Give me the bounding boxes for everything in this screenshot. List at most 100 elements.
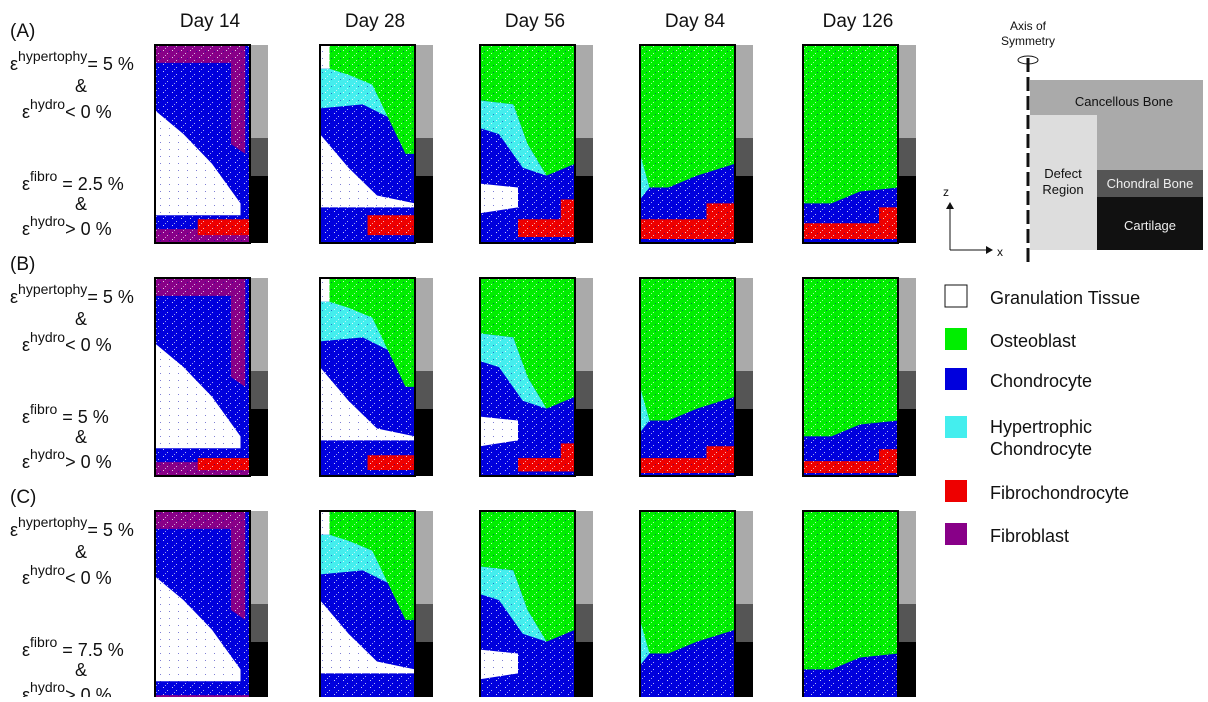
speckle	[803, 511, 898, 697]
region-label: Region	[1042, 182, 1083, 197]
simulation-panel	[803, 511, 916, 697]
equation: εhypertophy= 5 %	[10, 48, 134, 74]
simulation-panel	[320, 45, 433, 243]
condition: < 0 %	[65, 102, 112, 122]
axis-name: z	[943, 185, 949, 199]
condition: < 0 %	[65, 335, 112, 355]
epsilon: ε	[22, 640, 30, 660]
epsilon: ε	[22, 685, 30, 697]
legend-swatch	[945, 328, 967, 350]
strip-cartilage	[415, 176, 433, 243]
superscript: hydro	[30, 329, 65, 345]
ampersand: &	[75, 309, 87, 329]
superscript: hypertophy	[18, 514, 87, 530]
axis-arrows	[946, 202, 993, 254]
strip-chondral	[575, 371, 593, 409]
equation: εfibro = 7.5 %	[22, 634, 124, 660]
strip-cancellous	[250, 278, 268, 371]
strip-cartilage	[250, 409, 268, 476]
superscript: hydro	[30, 213, 65, 229]
simulation-panel	[155, 45, 268, 243]
strip-cartilage	[735, 642, 753, 697]
superscript: hypertophy	[18, 48, 87, 64]
superscript: hydro	[30, 679, 65, 695]
equation: &	[75, 309, 87, 329]
strip-cartilage	[415, 642, 433, 697]
equation: εhydro< 0 %	[22, 562, 112, 588]
legend-label: Granulation Tissue	[990, 288, 1140, 308]
simulation-panel	[640, 278, 753, 476]
ampersand: &	[75, 194, 87, 214]
region-label: Cartilage	[1124, 218, 1176, 233]
superscript: fibro	[30, 401, 57, 417]
ampersand: &	[75, 660, 87, 680]
equation: εhypertophy= 5 %	[10, 514, 134, 540]
simulation-panel	[640, 45, 753, 243]
speckle	[640, 45, 735, 243]
simulation-panel	[480, 278, 593, 476]
equation: εhydro> 0 %	[22, 679, 112, 697]
legend-label: Fibrochondrocyte	[990, 483, 1129, 503]
condition: = 5 %	[87, 520, 134, 540]
equation: &	[75, 76, 87, 96]
region-label: Chondral Bone	[1107, 176, 1194, 191]
speckle	[155, 45, 250, 243]
speckle	[803, 45, 898, 243]
column-label: Day 14	[180, 11, 241, 32]
equation: εfibro = 2.5 %	[22, 168, 124, 194]
strip-cartilage	[898, 176, 916, 243]
superscript: hydro	[30, 562, 65, 578]
strip-cancellous	[898, 45, 916, 138]
equation: &	[75, 660, 87, 680]
strip-cancellous	[575, 45, 593, 138]
simulation-panel	[320, 511, 433, 697]
condition: > 0 %	[65, 685, 112, 697]
strip-cancellous	[735, 278, 753, 371]
speckle	[155, 511, 250, 697]
speckle	[480, 45, 575, 243]
strip-chondral	[415, 371, 433, 409]
strip-cartilage	[575, 409, 593, 476]
epsilon: ε	[22, 102, 30, 122]
row-label: (C)	[10, 487, 36, 508]
column-label: Day 28	[345, 11, 405, 32]
speckle	[640, 278, 735, 476]
superscript: fibro	[30, 168, 57, 184]
strip-chondral	[250, 138, 268, 176]
epsilon: ε	[10, 520, 18, 540]
epsilon: ε	[22, 407, 30, 427]
superscript: hydro	[30, 96, 65, 112]
strip-chondral	[898, 138, 916, 176]
figure: Axis of Symmetry Cancellous Bone Defect …	[0, 0, 1208, 697]
strip-cartilage	[575, 176, 593, 243]
legend-swatch	[945, 416, 967, 438]
speckle	[480, 511, 575, 697]
condition: = 2.5 %	[57, 174, 124, 194]
strip-cartilage	[735, 409, 753, 476]
strip-chondral	[415, 138, 433, 176]
condition: = 7.5 %	[57, 640, 124, 660]
condition: = 5 %	[57, 407, 109, 427]
strip-cancellous	[415, 45, 433, 138]
strip-cartilage	[898, 409, 916, 476]
condition: > 0 %	[65, 219, 112, 239]
legend-swatch	[945, 523, 967, 545]
strip-chondral	[415, 604, 433, 642]
ampersand: &	[75, 542, 87, 562]
simulation-panel	[803, 278, 916, 476]
equation: εhypertophy= 5 %	[10, 281, 134, 307]
strip-chondral	[735, 604, 753, 642]
strip-cancellous	[415, 278, 433, 371]
axis-label: Axis of	[1010, 19, 1047, 33]
epsilon: ε	[22, 568, 30, 588]
equation: εhydro> 0 %	[22, 446, 112, 472]
epsilon: ε	[22, 219, 30, 239]
strip-cartilage	[575, 642, 593, 697]
column-label: Day 84	[665, 11, 726, 32]
condition: = 5 %	[87, 54, 134, 74]
equation: &	[75, 194, 87, 214]
condition: > 0 %	[65, 452, 112, 472]
ampersand: &	[75, 427, 87, 447]
legend-swatch	[945, 480, 967, 502]
region-label: Cancellous Bone	[1075, 94, 1173, 109]
